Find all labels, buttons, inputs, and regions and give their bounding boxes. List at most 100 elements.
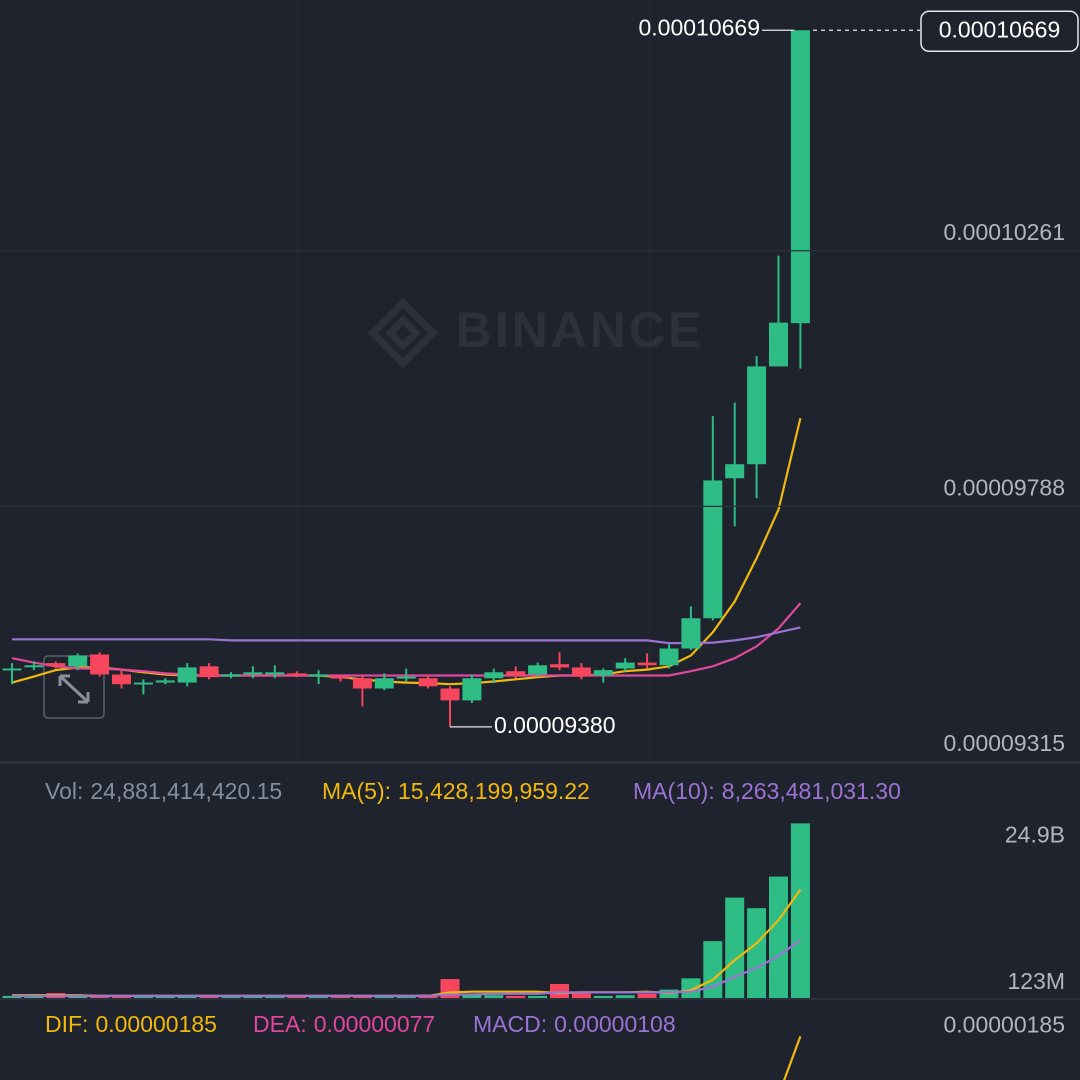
y-tick-label: 123M (1007, 968, 1065, 994)
y-tick-label: 0.00000185 (943, 1011, 1065, 1037)
readout-label: DEA: (253, 1011, 307, 1037)
candle-body (528, 665, 548, 675)
candle-body (309, 674, 329, 677)
candle-body (2, 668, 22, 671)
candle-body (68, 655, 88, 667)
candle-body (287, 673, 307, 676)
volume-bar (703, 941, 723, 998)
candle-body (703, 480, 723, 619)
candle-body (681, 618, 701, 649)
candle-body (199, 666, 219, 678)
volume-bar (309, 996, 329, 998)
volume-bar (681, 978, 701, 998)
watermark-logo (368, 298, 438, 368)
candle-body (46, 663, 66, 667)
volume-bar (637, 993, 657, 998)
readout: Vol: 24,881,414,420.15 (45, 778, 282, 804)
readout: MACD: 0.00000108 (473, 1011, 676, 1037)
readout: DEA: 0.00000077 (253, 1011, 435, 1037)
readout-label: MA(10): (633, 778, 715, 804)
volume-bar (287, 996, 307, 998)
readout-value: 15,428,199,959.22 (398, 778, 590, 804)
volume-bar (155, 996, 175, 998)
volume-bar (747, 908, 767, 998)
volume-bar (177, 996, 197, 998)
candle-body (725, 464, 745, 479)
volume-bar (243, 996, 263, 998)
pane (783, 1035, 802, 1080)
volume-bar (550, 983, 569, 998)
readout-value: 0.00000108 (554, 1011, 676, 1037)
ma-line (783, 1035, 802, 1080)
candle-body (571, 667, 591, 677)
readout: DIF: 0.00000185 (45, 1011, 217, 1037)
candle-body (133, 682, 153, 685)
readout-value: 0.00000185 (95, 1011, 217, 1037)
candle-body (506, 671, 526, 676)
candle-body (112, 674, 131, 685)
volume-bar (593, 995, 613, 998)
candle-body (790, 30, 810, 324)
candle-body (637, 662, 657, 666)
low-marker-label: 0.00009380 (494, 712, 616, 738)
candle-body (396, 676, 416, 679)
volume-bar (769, 876, 788, 998)
candle-body (769, 322, 788, 367)
candle-body (484, 672, 504, 679)
volume-bar (506, 995, 526, 998)
volume-bar (374, 996, 394, 998)
expand-icon (58, 674, 90, 704)
candle-body (265, 672, 285, 675)
volume-bar (790, 823, 810, 998)
candle-body (24, 665, 44, 668)
candle-body (593, 670, 613, 676)
candle-body (243, 672, 263, 675)
volume-bar (571, 992, 591, 998)
candle-body (615, 662, 635, 669)
candle-body (440, 688, 460, 701)
high-marker-label: 0.00010669 (638, 14, 760, 40)
pane (2, 823, 810, 998)
pane (2, 30, 810, 727)
readout-label: MACD: (473, 1011, 547, 1037)
candle-body (747, 366, 767, 465)
candle-body (418, 678, 438, 687)
candle-body (462, 678, 482, 701)
ma-line (12, 626, 801, 645)
candle-body (550, 664, 569, 668)
readout-value: 0.00000077 (314, 1011, 436, 1037)
candle-body (177, 667, 197, 683)
volume-bar (199, 996, 219, 998)
readout-label: MA(5): (322, 778, 391, 804)
price-label: 0.00010669 (939, 16, 1061, 42)
readout: MA(5): 15,428,199,959.22 (322, 778, 590, 804)
volume-bar (725, 897, 745, 998)
readout-value: 24,881,414,420.15 (90, 778, 282, 804)
candle-body (331, 676, 350, 679)
candle-body (221, 674, 241, 677)
readout-label: Vol: (45, 778, 83, 804)
ma-line (12, 939, 802, 997)
watermark: BINANCE (456, 302, 705, 358)
price-box (920, 10, 1079, 53)
y-tick-label: 0.00009788 (943, 474, 1065, 500)
volume-bar (615, 995, 635, 998)
y-tick-label: 24.9B (1005, 821, 1065, 847)
volume-bar (221, 996, 241, 998)
readout-label: DIF: (45, 1011, 88, 1037)
y-tick-label: 0.00009315 (943, 730, 1065, 756)
y-tick-label: 0.00010261 (943, 219, 1065, 245)
volume-bar (484, 995, 504, 998)
volume-bar (462, 994, 482, 998)
readout-value: 8,263,481,031.30 (722, 778, 901, 804)
candle-body (659, 648, 679, 666)
candle-body (90, 654, 110, 675)
candle-body (352, 678, 372, 689)
readout: MA(10): 8,263,481,031.30 (633, 778, 901, 804)
candle-body (155, 680, 175, 683)
volume-bar (528, 995, 548, 998)
candle-body (374, 678, 394, 689)
